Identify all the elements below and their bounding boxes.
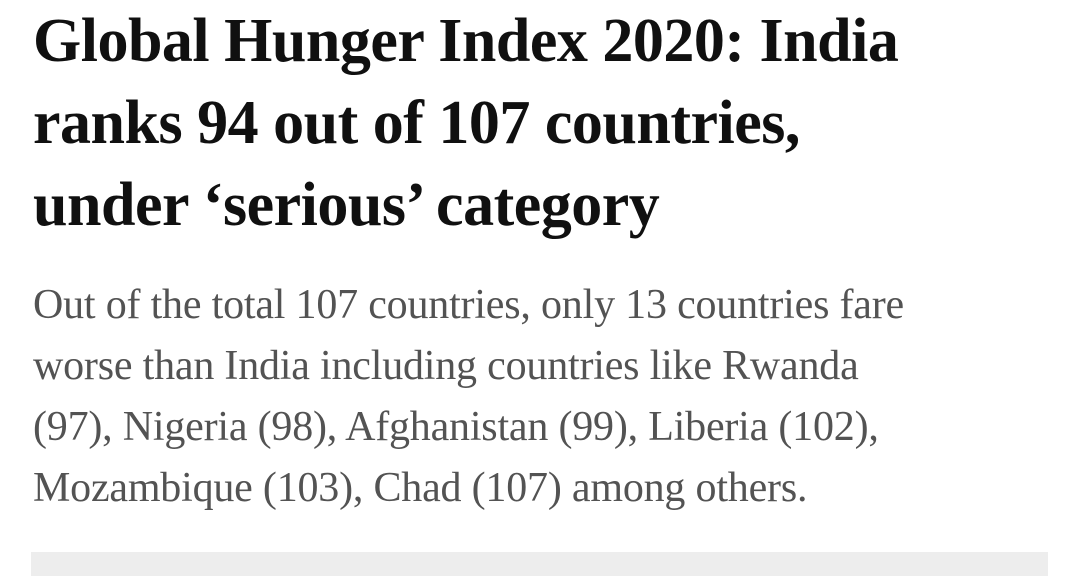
article-standfirst: Out of the total 107 countries, only 13 … — [33, 275, 1050, 519]
headline-line-3: under ‘serious’ category — [33, 171, 660, 239]
standfirst-line-4: Mozambique (103), Chad (107) among other… — [33, 465, 808, 511]
headline-line-1: Global Hunger Index 2020: India — [33, 7, 899, 75]
standfirst-line-1: Out of the total 107 countries, only 13 … — [33, 282, 904, 328]
article-headline: Global Hunger Index 2020: India ranks 94… — [33, 0, 1050, 246]
standfirst-line-2: worse than India including countries lik… — [33, 343, 859, 389]
next-content-placeholder — [31, 552, 1048, 576]
standfirst-line-3: (97), Nigeria (98), Afghanistan (99), Li… — [33, 404, 879, 450]
headline-line-2: ranks 94 out of 107 countries, — [33, 89, 800, 157]
article-body: Global Hunger Index 2020: India ranks 94… — [33, 0, 1050, 519]
